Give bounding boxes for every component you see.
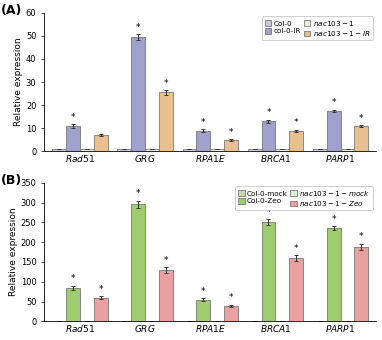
Bar bbox=[159, 270, 173, 321]
Bar bbox=[262, 121, 275, 151]
Text: *: * bbox=[201, 118, 206, 127]
Legend: Col-0-mock, Col-0-Zeo, $\it{nac103-1-mock}$, $\it{nac103-1-Zeo}$: Col-0-mock, Col-0-Zeo, $\it{nac103-1-moc… bbox=[235, 186, 373, 210]
Bar bbox=[210, 149, 224, 151]
Bar bbox=[289, 258, 303, 321]
Bar bbox=[275, 149, 289, 151]
Text: *: * bbox=[71, 113, 75, 122]
Bar bbox=[327, 111, 341, 151]
Text: *: * bbox=[163, 79, 168, 88]
Text: *: * bbox=[163, 256, 168, 265]
Text: *: * bbox=[359, 114, 364, 122]
Text: *: * bbox=[266, 208, 271, 217]
Bar bbox=[289, 131, 303, 151]
Bar bbox=[248, 149, 262, 151]
Bar bbox=[262, 222, 275, 321]
Bar bbox=[196, 300, 210, 321]
Text: *: * bbox=[294, 244, 298, 253]
Bar bbox=[159, 92, 173, 151]
Bar bbox=[94, 135, 108, 151]
Y-axis label: Relative expression: Relative expression bbox=[9, 208, 18, 296]
Text: (B): (B) bbox=[1, 174, 22, 187]
Legend: Col-0, col-0-IR, $\it{nac103-1}$, $\it{nac103-1-IR}$: Col-0, col-0-IR, $\it{nac103-1}$, $\it{n… bbox=[262, 16, 373, 40]
Bar bbox=[183, 149, 196, 151]
Text: *: * bbox=[136, 189, 141, 198]
Bar bbox=[94, 298, 108, 321]
Bar bbox=[117, 149, 131, 151]
Text: *: * bbox=[332, 215, 336, 224]
Text: *: * bbox=[229, 293, 233, 302]
Text: *: * bbox=[294, 118, 298, 127]
Text: *: * bbox=[229, 128, 233, 136]
Bar bbox=[145, 149, 159, 151]
Y-axis label: Relative expression: Relative expression bbox=[14, 38, 23, 126]
Bar bbox=[196, 131, 210, 151]
Text: *: * bbox=[99, 285, 103, 294]
Text: *: * bbox=[332, 99, 336, 107]
Bar bbox=[354, 247, 368, 321]
Text: *: * bbox=[266, 108, 271, 117]
Text: *: * bbox=[201, 287, 206, 296]
Bar bbox=[341, 149, 354, 151]
Bar bbox=[224, 306, 238, 321]
Text: *: * bbox=[136, 23, 141, 32]
Bar bbox=[52, 149, 66, 151]
Bar bbox=[66, 288, 80, 321]
Bar bbox=[80, 149, 94, 151]
Bar bbox=[354, 126, 368, 151]
Bar bbox=[224, 140, 238, 151]
Text: *: * bbox=[71, 274, 75, 283]
Bar bbox=[313, 149, 327, 151]
Bar bbox=[131, 37, 145, 151]
Bar bbox=[131, 204, 145, 321]
Text: (A): (A) bbox=[1, 4, 22, 17]
Bar bbox=[327, 228, 341, 321]
Text: *: * bbox=[359, 232, 364, 241]
Bar bbox=[66, 126, 80, 151]
